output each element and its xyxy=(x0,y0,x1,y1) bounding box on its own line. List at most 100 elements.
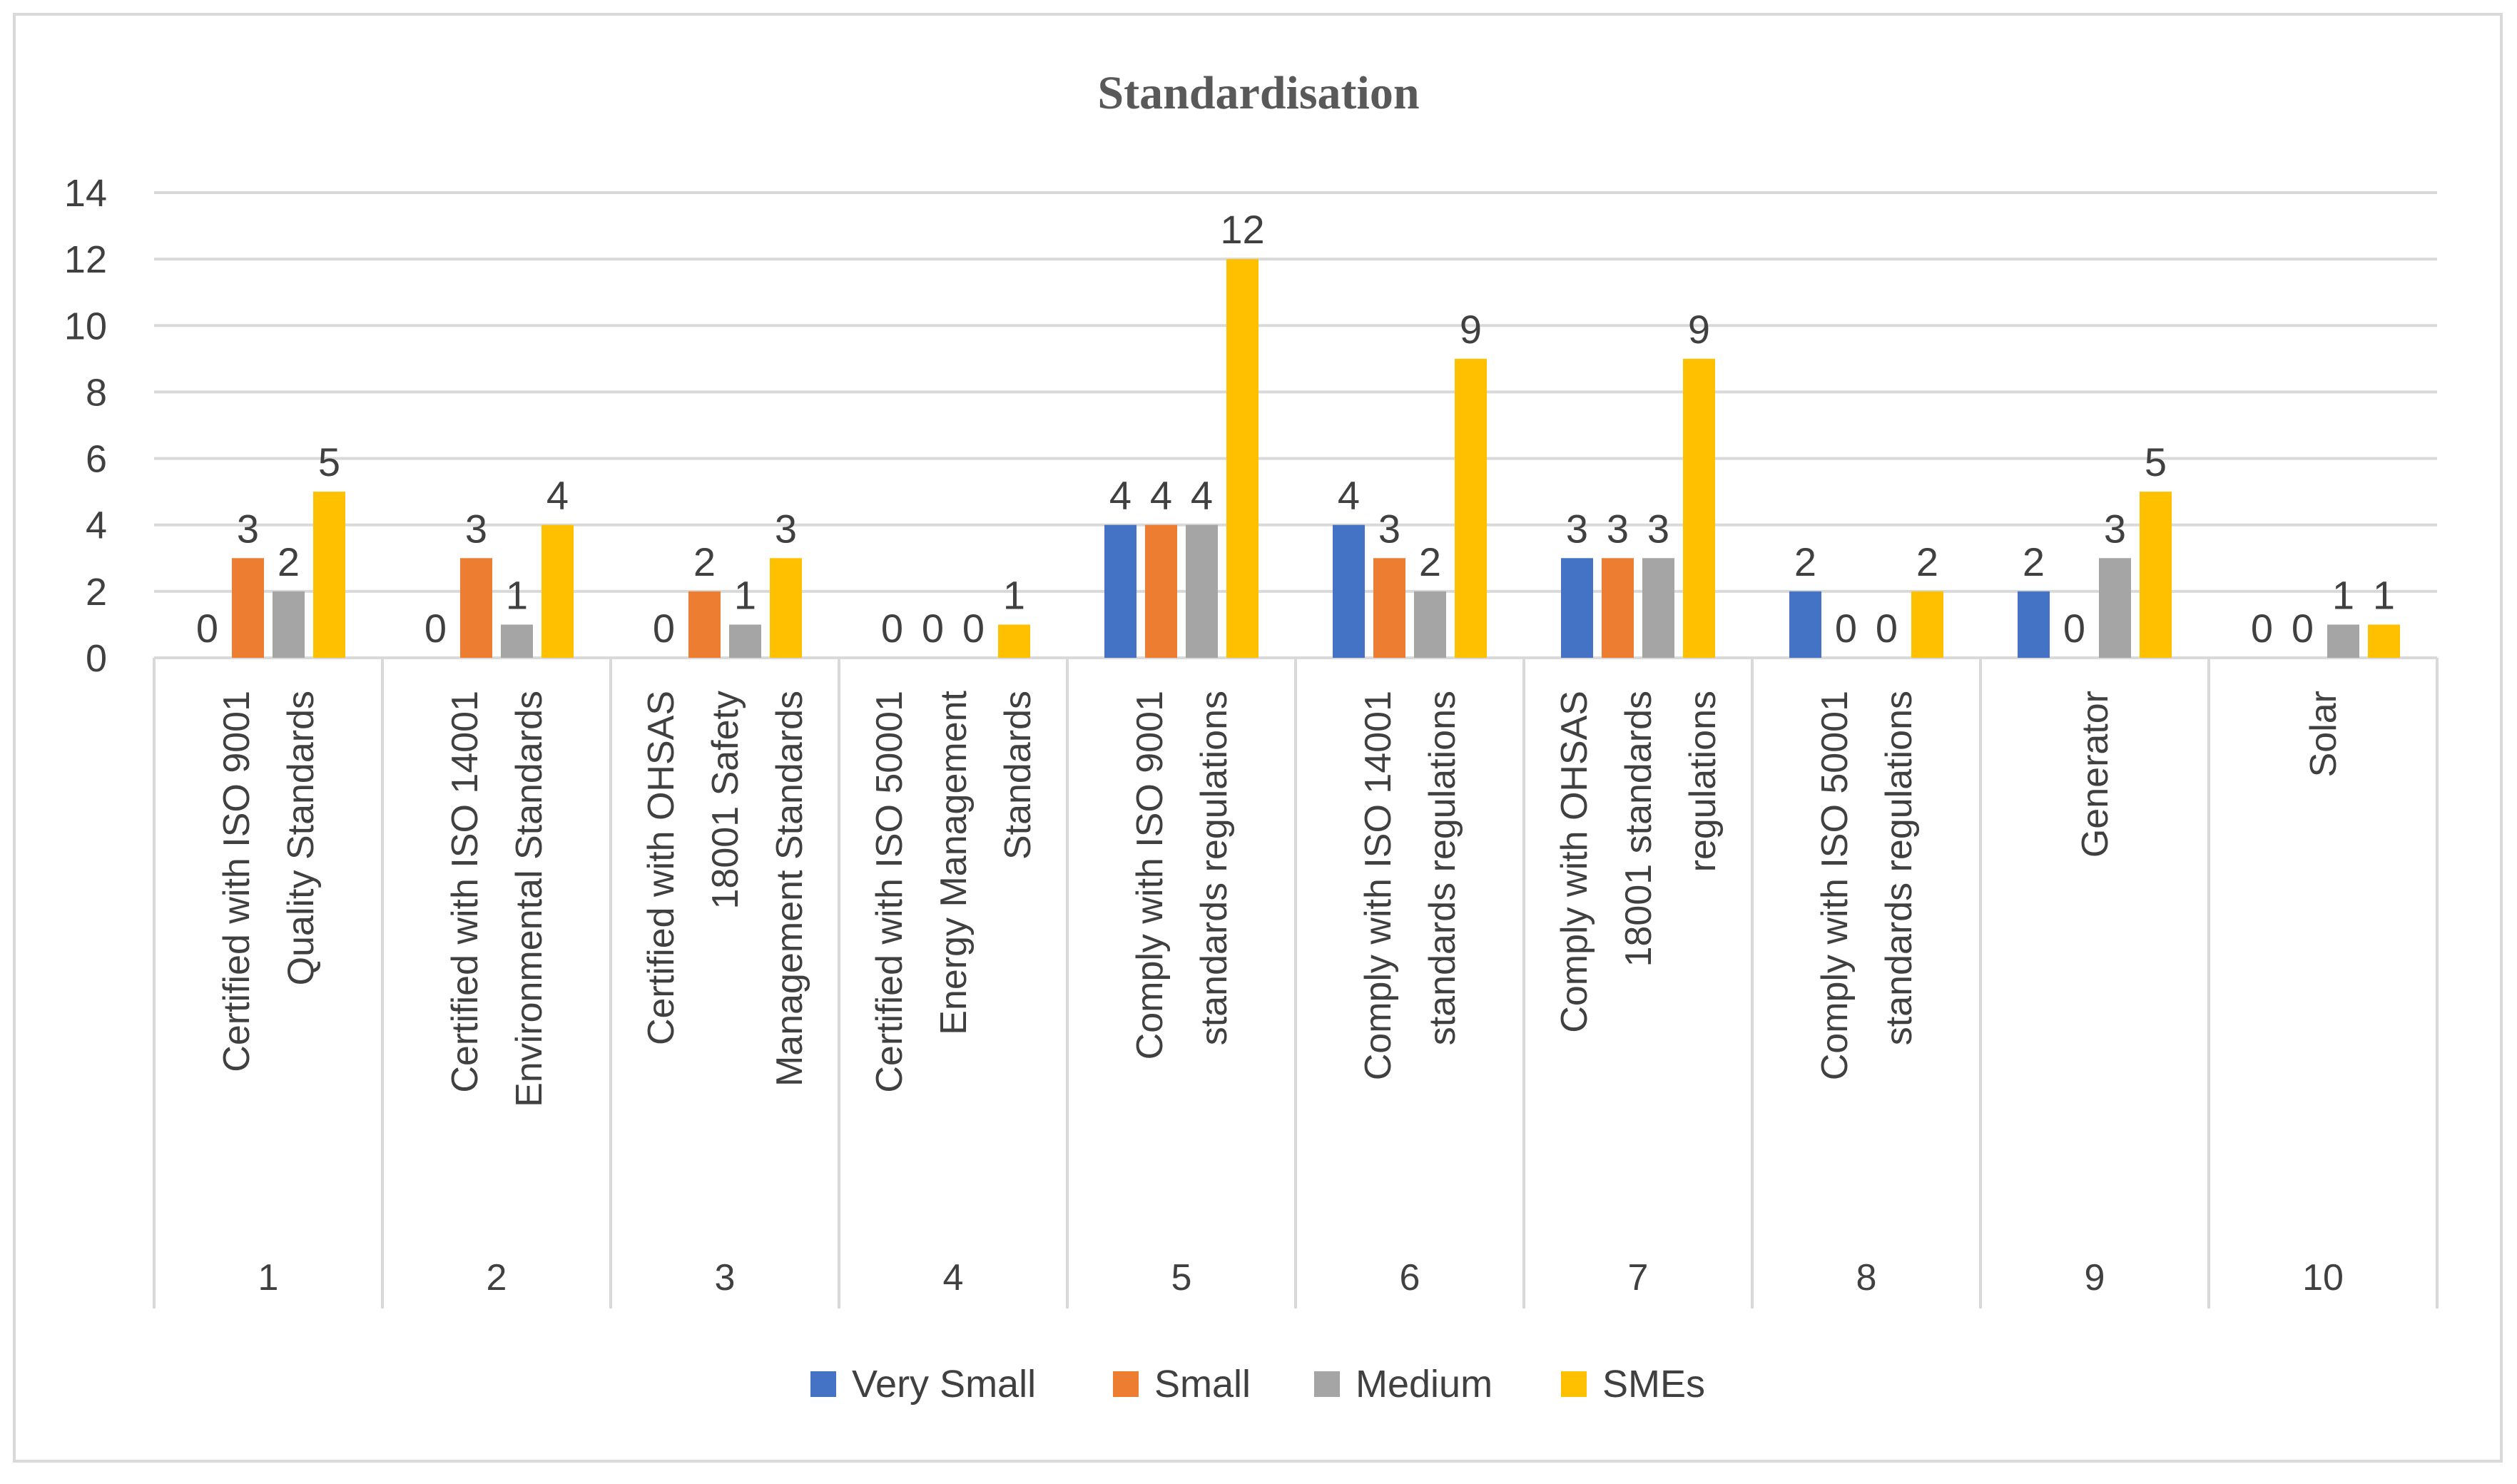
data-label: 9 xyxy=(1460,307,1482,352)
category-label: Comply with OHSAS xyxy=(1554,691,1595,1033)
data-label: 2 xyxy=(693,539,716,584)
category-label: regulations xyxy=(1682,691,1724,872)
bar-smes xyxy=(1226,259,1258,659)
category-label: Comply with ISO 14001 xyxy=(1358,691,1399,1080)
data-label: 2 xyxy=(1794,539,1816,584)
legend-swatch xyxy=(810,1371,836,1397)
data-label: 3 xyxy=(1566,506,1588,551)
category-label: Environmental Standards xyxy=(509,691,550,1107)
y-tick-label: 0 xyxy=(86,637,107,680)
data-label: 0 xyxy=(2292,606,2314,651)
category-label: standards regulations xyxy=(1878,691,1920,1045)
category-label: Certified with ISO 14001 xyxy=(444,691,486,1093)
y-tick-label: 10 xyxy=(64,305,107,347)
y-tick-label: 6 xyxy=(86,438,107,481)
bar-smes xyxy=(1911,591,1943,658)
legend-label: Medium xyxy=(1356,1363,1493,1406)
bar-very-small xyxy=(1104,524,1137,658)
bar-smes xyxy=(2140,492,2172,658)
data-label: 3 xyxy=(237,506,259,551)
bar-medium xyxy=(1642,558,1674,658)
bar-very-small xyxy=(1561,558,1593,658)
bar-smes xyxy=(998,624,1030,658)
category-number: 1 xyxy=(258,1257,279,1298)
category-number: 3 xyxy=(715,1257,736,1298)
bar-smes xyxy=(1683,358,1715,658)
bar-medium xyxy=(729,624,761,658)
bar-very-small xyxy=(1333,524,1365,658)
data-label: 4 xyxy=(1191,473,1213,518)
category-number: 9 xyxy=(2085,1257,2105,1298)
category-number: 7 xyxy=(1628,1257,1649,1298)
data-label: 4 xyxy=(1109,473,1132,518)
legend-swatch xyxy=(1314,1371,1340,1397)
data-label: 3 xyxy=(1378,506,1400,551)
category-number: 6 xyxy=(1400,1257,1420,1298)
data-label: 1 xyxy=(2332,572,2354,617)
legend-swatch xyxy=(1113,1371,1139,1397)
data-label: 3 xyxy=(1607,506,1629,551)
y-tick-label: 8 xyxy=(86,371,107,414)
data-label: 12 xyxy=(1220,207,1264,252)
bar-smes xyxy=(313,492,345,658)
category-number: 5 xyxy=(1171,1257,1192,1298)
y-tick-label: 12 xyxy=(64,238,107,281)
bar-small xyxy=(232,558,264,658)
bar-medium xyxy=(2099,558,2131,658)
y-tick-label: 14 xyxy=(64,172,107,215)
data-label: 3 xyxy=(775,506,797,551)
data-label: 0 xyxy=(196,606,218,651)
bar-medium xyxy=(1414,591,1446,658)
category-label: standards regulations xyxy=(1194,691,1235,1045)
bar-small xyxy=(1145,524,1177,658)
category-number: 4 xyxy=(943,1257,964,1298)
chart-title: Standardisation xyxy=(1097,67,1419,119)
bar-medium xyxy=(2327,624,2359,658)
data-label: 3 xyxy=(2104,506,2126,551)
legend-label: SMEs xyxy=(1602,1363,1705,1406)
category-label: Certified with OHSAS xyxy=(641,691,682,1045)
data-label: 0 xyxy=(1835,606,1857,651)
bar-small xyxy=(460,558,492,658)
bar-medium xyxy=(501,624,533,658)
bar-very-small xyxy=(1789,591,1821,658)
data-label: 0 xyxy=(653,606,675,651)
category-label: 18001 Safety xyxy=(705,691,746,909)
y-tick-label: 2 xyxy=(86,571,107,614)
bar-small xyxy=(1373,558,1405,658)
data-label: 0 xyxy=(1876,606,1898,651)
bar-smes xyxy=(770,558,802,658)
data-label: 1 xyxy=(2373,572,2395,617)
category-label: Management Standards xyxy=(769,691,810,1087)
category-label: Solar xyxy=(2303,691,2344,777)
legend-label: Small xyxy=(1154,1363,1251,1406)
category-number: 8 xyxy=(1856,1257,1877,1298)
bar-smes xyxy=(1455,358,1487,658)
category-number: 2 xyxy=(487,1257,507,1298)
data-label: 2 xyxy=(1419,539,1441,584)
legend-swatch xyxy=(1561,1371,1587,1397)
category-label: standards regulations xyxy=(1422,691,1463,1045)
category-label: Standards xyxy=(997,691,1039,860)
category-label: Quality Standards xyxy=(280,691,322,985)
bar-smes xyxy=(541,524,574,658)
data-label: 1 xyxy=(506,572,528,617)
bar-small xyxy=(688,591,721,658)
data-label: 4 xyxy=(546,473,569,518)
data-label: 9 xyxy=(1688,307,1710,352)
bar-small xyxy=(1602,558,1634,658)
data-label: 0 xyxy=(424,606,447,651)
category-number: 10 xyxy=(2302,1257,2344,1298)
category-label: Generator xyxy=(2075,691,2116,858)
data-label: 0 xyxy=(922,606,944,651)
data-label: 3 xyxy=(1647,506,1669,551)
y-tick-label: 4 xyxy=(86,504,107,547)
data-label: 2 xyxy=(278,539,300,584)
data-label: 3 xyxy=(465,506,487,551)
category-label: Certified with ISO 9001 xyxy=(216,691,258,1072)
category-label: Certified with ISO 50001 xyxy=(869,691,910,1093)
data-label: 0 xyxy=(962,606,985,651)
data-label: 0 xyxy=(2251,606,2273,651)
data-label: 2 xyxy=(2023,539,2045,584)
